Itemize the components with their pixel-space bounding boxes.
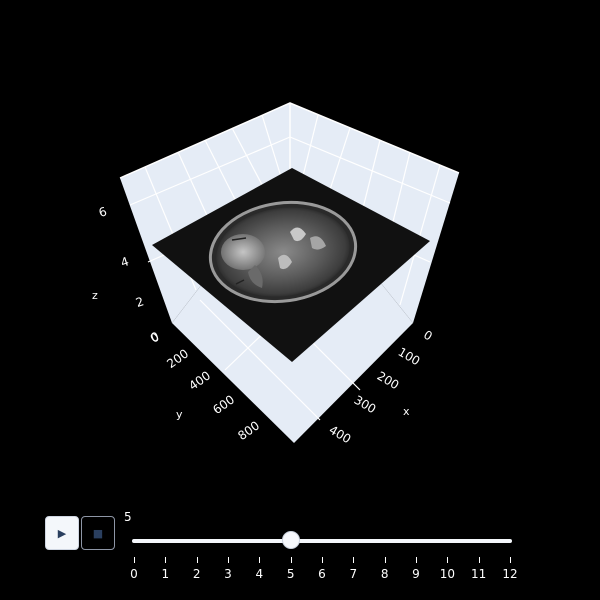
slider-step-tick xyxy=(228,557,229,563)
slider-step-tick xyxy=(259,557,261,563)
slider-step-tick xyxy=(196,557,198,563)
brain-mri-image xyxy=(208,200,358,304)
slider-step-label[interactable]: 10 xyxy=(439,567,455,581)
frame-slider-rail[interactable] xyxy=(132,539,512,543)
slider-step-tick xyxy=(447,557,449,563)
slider-step-label[interactable]: 7 xyxy=(349,567,358,581)
slider-step-tick xyxy=(134,557,135,563)
x-axis-tick-label: 200 xyxy=(375,369,402,393)
x-axis-tick-label: 400 xyxy=(327,423,354,447)
slider-step-label[interactable]: 0 xyxy=(130,567,138,581)
y-axis-tick-label: 200 xyxy=(164,346,191,371)
slider-step-tick xyxy=(290,557,292,563)
z-axis-tick-label: 4 xyxy=(119,254,131,270)
slider-step-tick xyxy=(322,557,323,563)
x-axis-title: x xyxy=(403,405,410,418)
z-axis-title: z xyxy=(92,289,98,302)
slider-step-label[interactable]: 12 xyxy=(502,567,518,581)
z-axis-tick-label: 6 xyxy=(97,204,109,220)
y-axis-tick-label: 0 xyxy=(148,330,162,346)
play-button[interactable]: ▶ xyxy=(45,516,79,550)
slider-step-label[interactable]: 3 xyxy=(224,567,232,581)
x-axis-tick-label: 300 xyxy=(352,393,379,417)
stop-icon: ■ xyxy=(92,526,104,540)
y-axis-tick-label: 400 xyxy=(186,368,213,393)
x-axis-tick-label: 100 xyxy=(396,345,423,369)
slider-step-tick xyxy=(165,557,167,563)
y-axis-tick-label: 600 xyxy=(210,392,237,417)
play-icon: ▶ xyxy=(57,526,67,540)
z-axis-tick-label: 0 xyxy=(149,329,161,345)
slider-step-label[interactable]: 1 xyxy=(161,567,170,581)
slider-step-tick xyxy=(384,557,386,563)
x-axis-tick-label: 0 xyxy=(421,328,435,344)
slider-step-label[interactable]: 4 xyxy=(255,567,264,581)
current-frame-label: 5 xyxy=(124,510,132,524)
z-axis-tick-label: 2 xyxy=(134,294,146,310)
cube-edges xyxy=(119,102,460,179)
slider-step-tick xyxy=(416,557,417,563)
slider-step-label[interactable]: 8 xyxy=(380,567,389,581)
frame-slider-handle[interactable] xyxy=(281,531,300,549)
stop-button[interactable]: ■ xyxy=(81,516,115,550)
slider-step-label[interactable]: 2 xyxy=(192,567,201,581)
slider-step-label[interactable]: 5 xyxy=(286,567,295,581)
slider-step-tick xyxy=(353,557,355,563)
slider-step-label[interactable]: 11 xyxy=(471,567,487,581)
y-axis-title: y xyxy=(176,408,183,421)
slider-step-label[interactable]: 9 xyxy=(412,567,420,581)
y-axis-tick-label: 800 xyxy=(235,418,262,443)
slider-step-label[interactable]: 6 xyxy=(318,567,326,581)
slider-step-tick xyxy=(510,557,511,563)
slider-step-tick xyxy=(478,557,480,563)
